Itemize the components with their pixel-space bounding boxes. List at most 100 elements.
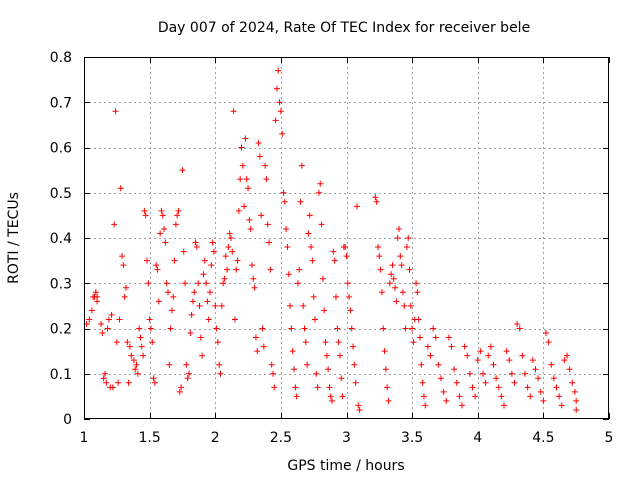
data-point bbox=[344, 280, 351, 287]
data-point bbox=[532, 366, 539, 373]
data-point bbox=[157, 230, 164, 237]
data-point bbox=[314, 384, 321, 391]
data-point bbox=[246, 216, 253, 223]
data-point bbox=[516, 325, 523, 332]
data-point bbox=[163, 280, 170, 287]
data-point bbox=[573, 406, 580, 413]
data-point bbox=[245, 185, 252, 192]
data-point bbox=[133, 361, 140, 368]
x-tick-label: 4.5 bbox=[532, 430, 554, 446]
data-point bbox=[166, 361, 173, 368]
data-point bbox=[225, 244, 232, 251]
data-point bbox=[237, 176, 244, 183]
data-point bbox=[487, 343, 494, 350]
data-point bbox=[94, 293, 101, 300]
data-point bbox=[430, 325, 437, 332]
data-point bbox=[250, 275, 257, 282]
axis-ticks bbox=[84, 57, 610, 420]
data-point bbox=[112, 108, 119, 115]
data-point bbox=[270, 370, 276, 377]
data-point bbox=[217, 370, 224, 377]
data-point bbox=[149, 339, 156, 346]
data-point bbox=[183, 361, 190, 368]
data-point bbox=[317, 180, 324, 187]
data-point bbox=[213, 325, 220, 332]
data-point bbox=[393, 298, 400, 305]
data-point bbox=[399, 289, 406, 296]
data-point bbox=[438, 375, 444, 382]
data-point bbox=[105, 316, 112, 323]
data-point bbox=[126, 343, 133, 350]
data-point bbox=[377, 266, 384, 273]
data-point bbox=[165, 289, 171, 296]
data-point bbox=[448, 343, 455, 350]
data-point bbox=[182, 280, 189, 287]
data-point bbox=[346, 293, 353, 300]
data-point bbox=[142, 212, 149, 219]
y-tick-label: 0.8 bbox=[50, 50, 72, 66]
data-point bbox=[86, 316, 93, 323]
data-point bbox=[281, 198, 288, 205]
data-point bbox=[293, 393, 300, 400]
data-point bbox=[262, 162, 269, 169]
data-point bbox=[490, 361, 497, 368]
data-point bbox=[209, 239, 216, 246]
data-point bbox=[529, 357, 536, 364]
data-point bbox=[151, 379, 158, 386]
data-point bbox=[184, 375, 191, 382]
data-point bbox=[498, 393, 505, 400]
x-tick-label: 2.5 bbox=[270, 430, 292, 446]
x-tick-label: 3 bbox=[342, 430, 351, 446]
data-point bbox=[289, 348, 296, 355]
data-point bbox=[378, 289, 385, 296]
data-point bbox=[402, 325, 409, 332]
data-point bbox=[464, 352, 471, 359]
data-point bbox=[115, 379, 122, 386]
data-point bbox=[175, 207, 182, 214]
data-point bbox=[187, 330, 194, 337]
data-point bbox=[308, 244, 315, 251]
data-point bbox=[254, 348, 261, 355]
data-point bbox=[482, 379, 489, 386]
data-point bbox=[573, 397, 580, 404]
data-point bbox=[343, 253, 350, 260]
data-point bbox=[564, 352, 570, 359]
data-point bbox=[469, 384, 476, 391]
data-point bbox=[205, 316, 212, 323]
data-point bbox=[388, 271, 395, 278]
data-point bbox=[178, 384, 185, 391]
data-point bbox=[558, 402, 565, 409]
data-point bbox=[242, 135, 249, 142]
data-point bbox=[495, 384, 502, 391]
data-point bbox=[271, 384, 278, 391]
data-point bbox=[403, 244, 410, 251]
data-point bbox=[137, 334, 144, 341]
data-point bbox=[230, 108, 237, 115]
data-point bbox=[508, 370, 515, 377]
data-point bbox=[553, 384, 560, 391]
data-point bbox=[407, 302, 414, 309]
data-point bbox=[461, 343, 468, 350]
data-point bbox=[443, 397, 450, 404]
data-point bbox=[144, 257, 150, 264]
data-point bbox=[318, 221, 325, 228]
data-point bbox=[216, 361, 223, 368]
data-point bbox=[297, 198, 304, 205]
data-point bbox=[556, 393, 563, 400]
data-point bbox=[247, 225, 254, 232]
data-point bbox=[389, 262, 396, 269]
data-point bbox=[204, 298, 211, 305]
data-point bbox=[251, 284, 258, 291]
data-point bbox=[352, 379, 359, 386]
data-point bbox=[417, 334, 423, 341]
data-point bbox=[329, 397, 336, 404]
data-point bbox=[477, 348, 484, 355]
data-point bbox=[226, 230, 233, 237]
data-point bbox=[145, 280, 152, 287]
data-point bbox=[256, 153, 263, 160]
data-point bbox=[571, 388, 578, 395]
data-point bbox=[375, 244, 381, 251]
data-point bbox=[331, 257, 338, 264]
data-point bbox=[392, 284, 399, 291]
data-point bbox=[540, 397, 547, 404]
